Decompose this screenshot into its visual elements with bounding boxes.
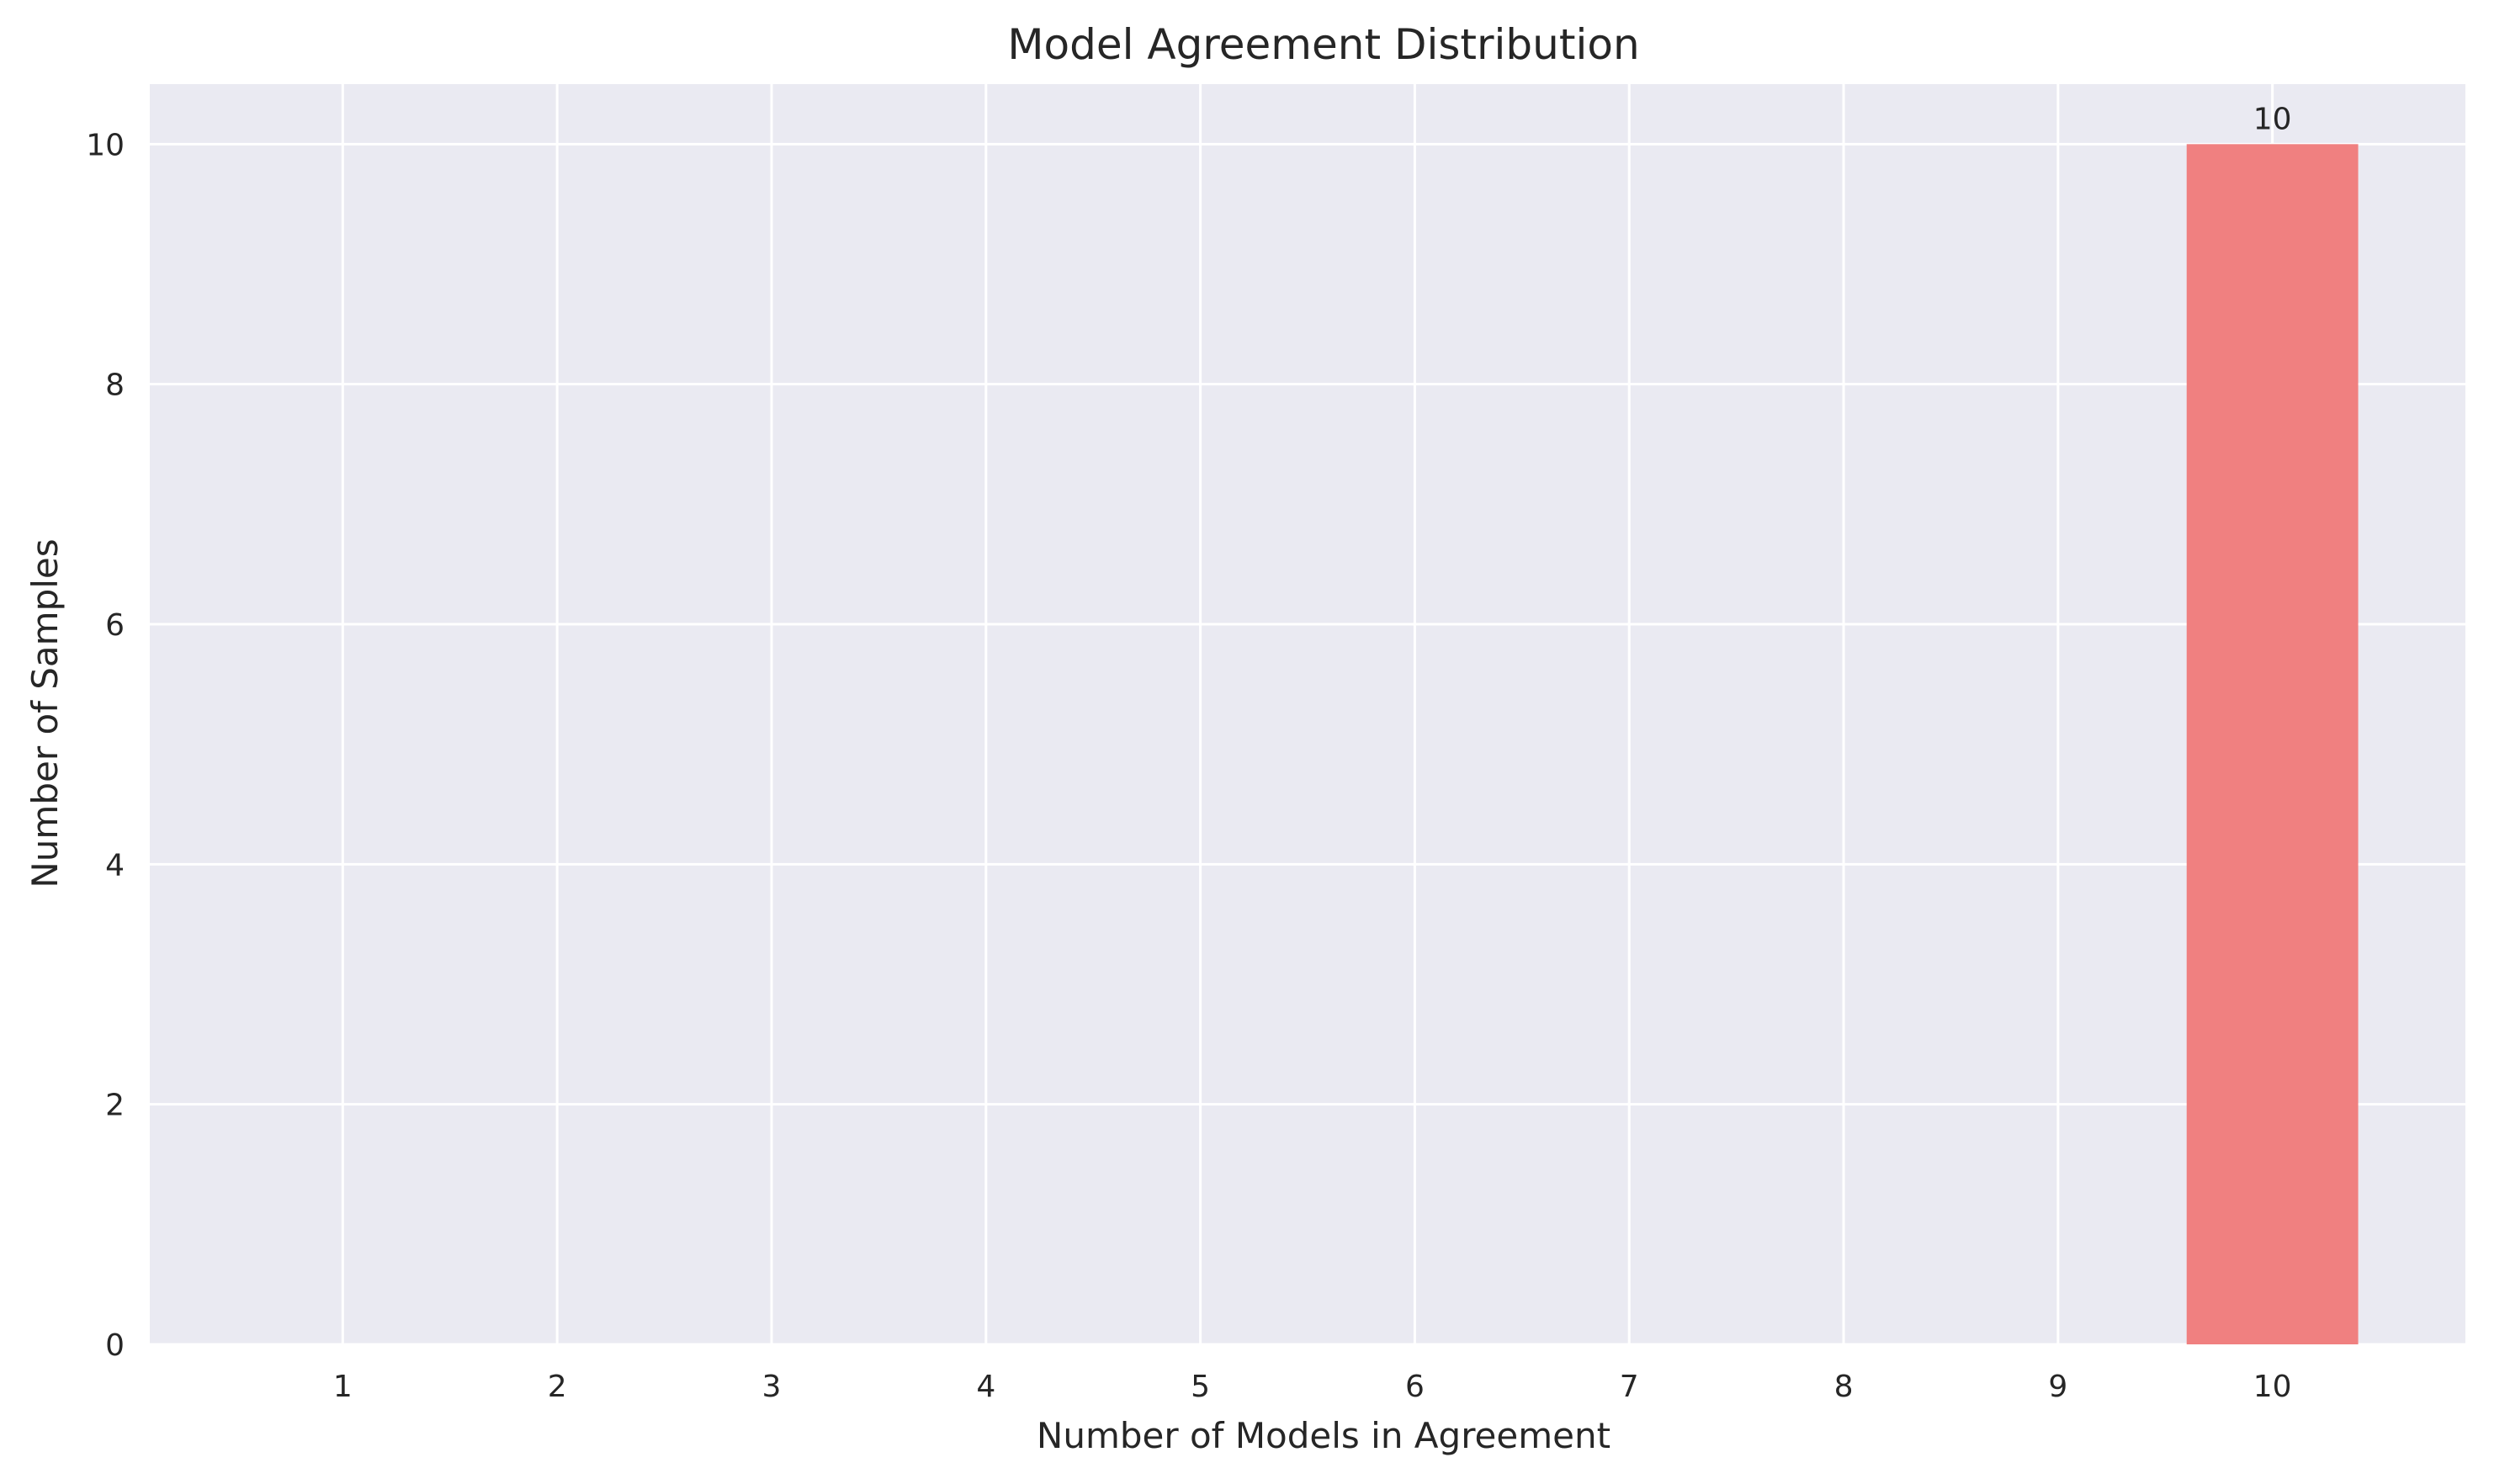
data-labels: 10 — [2253, 102, 2292, 136]
y-tick-label: 4 — [105, 848, 125, 882]
x-tick-label: 6 — [1405, 1370, 1425, 1404]
x-tick-label: 1 — [333, 1370, 353, 1404]
y-axis-label: Number of Samples — [24, 538, 66, 888]
bar-value-label: 10 — [2253, 102, 2292, 136]
x-tick-labels: 1 2 3 4 5 6 7 8 9 10 — [333, 1370, 2292, 1404]
y-tick-label: 8 — [105, 368, 125, 403]
chart-title: Model Agreement Distribution — [1007, 20, 1639, 69]
x-tick-label: 4 — [976, 1370, 995, 1404]
bars — [2186, 144, 2359, 1344]
x-tick-label: 8 — [1834, 1370, 1854, 1404]
x-tick-label: 7 — [1620, 1370, 1639, 1404]
x-tick-label: 9 — [2048, 1370, 2067, 1404]
x-axis-label: Number of Models in Agreement — [1037, 1415, 1610, 1456]
y-tick-label: 2 — [105, 1089, 125, 1123]
plot-area — [150, 84, 2465, 1344]
y-tick-label: 10 — [86, 128, 125, 162]
y-tick-labels: 0 2 4 6 8 10 — [86, 128, 125, 1363]
y-tick-label: 6 — [105, 608, 125, 643]
bar — [2186, 144, 2359, 1344]
x-tick-label: 10 — [2253, 1370, 2292, 1404]
x-tick-label: 3 — [762, 1370, 782, 1404]
y-gridlines — [150, 142, 2465, 1346]
y-tick-label: 0 — [105, 1328, 125, 1363]
x-tick-label: 5 — [1191, 1370, 1210, 1404]
x-tick-label: 2 — [548, 1370, 567, 1404]
